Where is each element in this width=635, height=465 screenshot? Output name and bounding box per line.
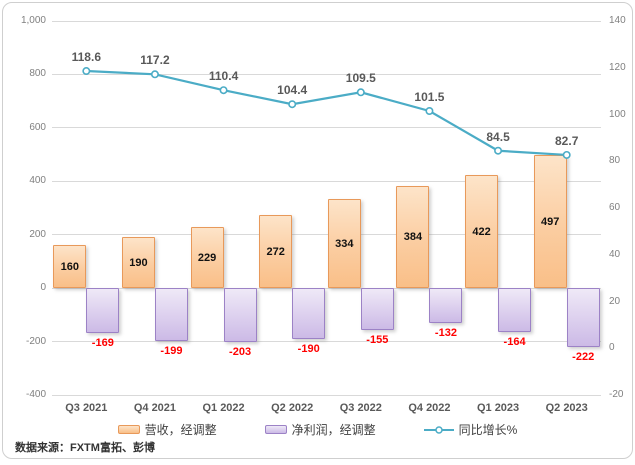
yoy-growth-label: 109.5 — [345, 71, 376, 86]
net-profit-bar — [360, 288, 394, 330]
net-profit-bar — [86, 288, 120, 334]
x-axis-label: Q2 2023 — [545, 402, 588, 414]
legend-label-yoy-growth: 同比增长% — [458, 423, 518, 437]
right-axis-tick: 80 — [609, 155, 621, 167]
h-gridline — [52, 287, 601, 289]
combo-chart: 1,000 800 600 400 200 0 -200 -400 140 120 100 80 60 4… — [3, 3, 632, 458]
yoy-growth-label: 101.5 — [414, 89, 445, 104]
x-axis-label: Q4 2022 — [408, 402, 451, 414]
yoy-growth-label: 104.4 — [277, 83, 308, 98]
revenue-bar-label: 334 — [335, 237, 354, 250]
right-axis-tick: 140 — [609, 15, 626, 26]
revenue-bar — [533, 155, 567, 289]
net-profit-bar — [498, 288, 532, 332]
net-profit-bar-label: -155 — [366, 333, 389, 346]
yoy-growth-label: 117.2 — [140, 53, 170, 68]
left-axis-tick: 800 — [29, 68, 46, 80]
revenue-bar-label: 497 — [541, 215, 560, 228]
left-axis-tick: 400 — [29, 175, 46, 187]
x-axis-label: Q1 2022 — [202, 402, 245, 414]
net-profit-swatch-icon — [264, 425, 287, 434]
line-marker — [494, 146, 503, 155]
revenue-bar-label: 422 — [472, 225, 491, 238]
h-gridline — [52, 20, 601, 22]
h-gridline — [52, 394, 601, 396]
net-profit-bar — [566, 288, 600, 348]
left-axis-tick: 1,000 — [20, 15, 46, 26]
yoy-growth-label: 84.5 — [486, 129, 510, 144]
net-profit-bar — [292, 288, 326, 339]
revenue-bar-label: 384 — [403, 230, 423, 243]
h-gridline — [52, 180, 601, 182]
legend-label-revenue: 营收，经调整 — [144, 423, 217, 437]
net-profit-bar-label: -222 — [572, 351, 595, 364]
left-axis-tick: -400 — [25, 389, 46, 400]
data-source-note: 数据来源：FXTM富拓、彭博 — [15, 442, 155, 454]
legend-item-revenue: 营收，经调整 — [117, 421, 217, 438]
x-axis-label: Q2 2022 — [271, 402, 314, 414]
x-axis-label: Q1 2023 — [476, 402, 520, 414]
left-axis-tick: 200 — [29, 228, 46, 240]
left-axis-tick: -200 — [25, 335, 46, 347]
line-marker — [288, 100, 297, 109]
net-profit-bar-label: -169 — [91, 337, 114, 350]
net-profit-bar-label: -164 — [503, 335, 526, 348]
left-axis-tick: 0 — [40, 282, 46, 294]
right-axis-tick: 0 — [609, 342, 615, 354]
revenue-bar — [121, 237, 155, 289]
right-axis-tick: 100 — [609, 108, 626, 120]
net-profit-bar — [154, 288, 188, 342]
revenue-bar — [190, 226, 224, 289]
net-profit-bar-label: -199 — [160, 345, 183, 358]
net-profit-bar — [429, 288, 463, 324]
revenue-bar-label: 272 — [266, 245, 285, 258]
right-axis-tick: 20 — [609, 295, 621, 307]
legend-label-net-profit: 净利润，经调整 — [291, 423, 376, 437]
right-axis-tick: -20 — [609, 389, 624, 400]
revenue-swatch-icon — [117, 425, 140, 434]
x-axis-label: Q3 2022 — [339, 402, 382, 414]
chart-legend: 营收，经调整 净利润，经调整 同比增长% — [3, 421, 632, 438]
revenue-bar-label: 190 — [129, 256, 148, 269]
revenue-bar — [327, 198, 361, 289]
revenue-bar — [465, 175, 499, 289]
line-marker — [425, 106, 434, 115]
revenue-bar — [53, 245, 87, 289]
revenue-bar — [259, 215, 293, 289]
yoy-growth-label: 110.4 — [208, 69, 239, 84]
revenue-bar — [396, 185, 430, 289]
right-axis-tick: 60 — [609, 202, 621, 213]
net-profit-bar — [223, 288, 257, 343]
x-axis-label: Q4 2021 — [133, 402, 177, 414]
x-axis-label: Q3 2021 — [65, 402, 108, 414]
line-marker — [356, 88, 365, 97]
revenue-bar-label: 229 — [197, 251, 217, 264]
right-axis-tick: 40 — [609, 248, 621, 260]
line-marker-icon — [423, 425, 454, 434]
revenue-bar-label: 160 — [60, 260, 79, 273]
h-gridline — [52, 73, 601, 75]
chart-card: 1,000 800 600 400 200 0 -200 -400 140 120 100 80 60 4… — [2, 2, 633, 459]
h-gridline — [52, 127, 601, 129]
net-profit-bar-label: -203 — [229, 346, 252, 359]
yoy-growth-label: 82.7 — [555, 133, 579, 148]
h-gridline — [52, 341, 601, 343]
legend-item-net-profit: 净利润，经调整 — [264, 421, 376, 438]
h-gridline — [52, 234, 601, 236]
net-profit-bar-label: -132 — [434, 327, 457, 340]
legend-item-yoy-growth: 同比增长% — [423, 421, 518, 438]
line-marker — [219, 86, 228, 95]
right-axis-tick: 120 — [609, 61, 626, 73]
left-axis-tick: 600 — [29, 121, 46, 133]
yoy-growth-label: 118.6 — [71, 50, 101, 65]
net-profit-bar-label: -190 — [297, 342, 320, 355]
